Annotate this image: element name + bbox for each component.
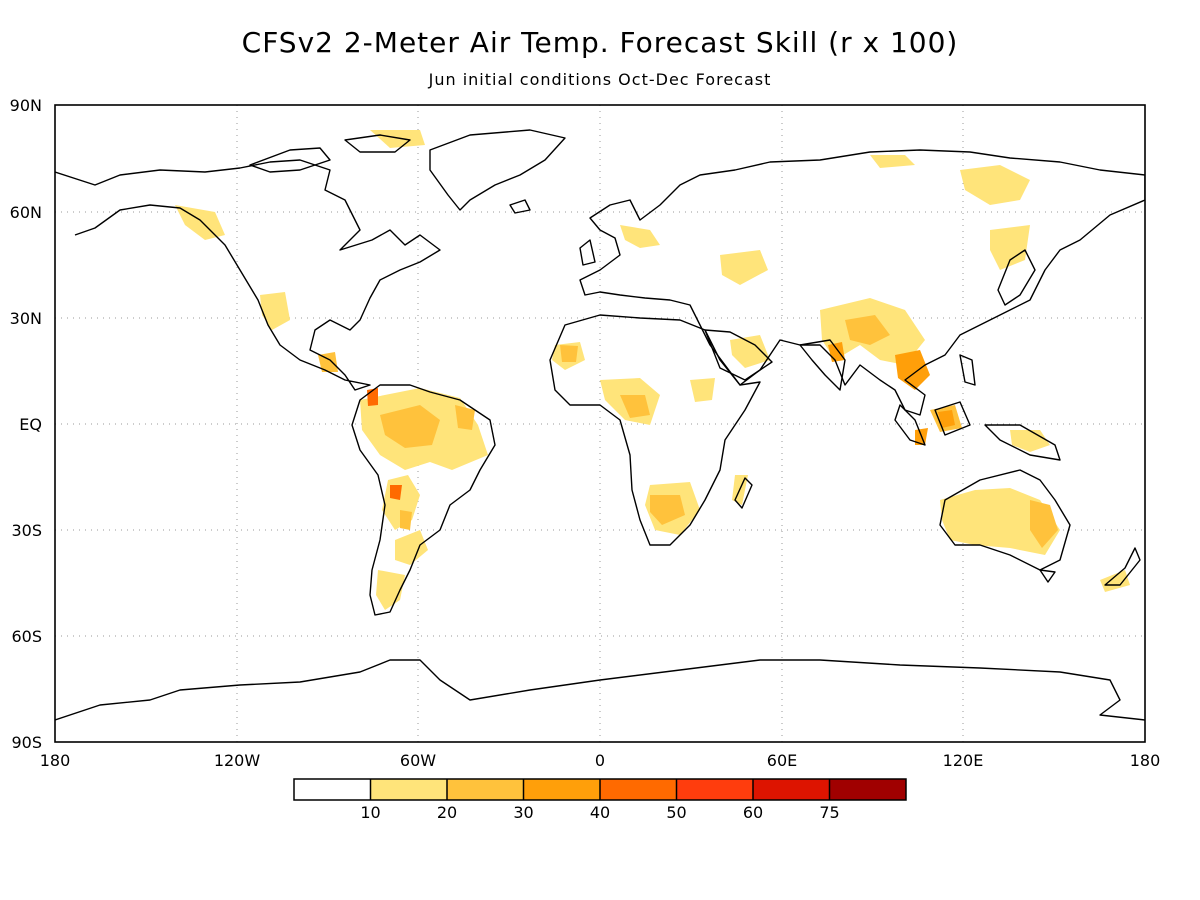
colorbar-swatch-0 bbox=[294, 779, 371, 800]
lat-labels: 90N 60N 30N EQ 30S 60S 90S bbox=[10, 96, 42, 752]
lat-label-30s: 30S bbox=[11, 521, 42, 540]
colorbar-label-75: 75 bbox=[819, 803, 839, 822]
lon-label-0: 0 bbox=[595, 751, 605, 770]
colorbar-label-20: 20 bbox=[437, 803, 457, 822]
lon-label-120w: 120W bbox=[214, 751, 261, 770]
skill-shading bbox=[175, 130, 1130, 610]
lat-label-eq: EQ bbox=[19, 415, 42, 434]
colorbar-label-40: 40 bbox=[590, 803, 610, 822]
map-subtitle: Jun initial conditions Oct-Dec Forecast bbox=[428, 70, 772, 89]
lon-label-180w: 180 bbox=[40, 751, 71, 770]
colorbar-swatch-4 bbox=[600, 779, 677, 800]
gridlines bbox=[55, 105, 1145, 742]
map-frame bbox=[54, 104, 1146, 743]
lat-label-60n: 60N bbox=[10, 203, 42, 222]
colorbar-swatch-6 bbox=[753, 779, 830, 800]
colorbar-swatch-7 bbox=[829, 779, 906, 800]
colorbar-swatch-1 bbox=[370, 779, 447, 800]
lon-labels: 180 120W 60W 0 60E 120E 180 bbox=[40, 751, 1161, 770]
lon-label-60w: 60W bbox=[400, 751, 436, 770]
lat-label-30n: 30N bbox=[10, 309, 42, 328]
colorbar-swatch-3 bbox=[523, 779, 600, 800]
colorbar-label-60: 60 bbox=[743, 803, 763, 822]
colorbar-label-30: 30 bbox=[513, 803, 533, 822]
colorbar-swatch-5 bbox=[676, 779, 753, 800]
colorbar-label-50: 50 bbox=[666, 803, 686, 822]
lon-label-180e: 180 bbox=[1130, 751, 1161, 770]
lon-label-60e: 60E bbox=[767, 751, 797, 770]
coastlines bbox=[55, 129, 1145, 721]
lon-label-120e: 120E bbox=[943, 751, 984, 770]
lat-label-60s: 60S bbox=[11, 627, 42, 646]
lat-label-90n: 90N bbox=[10, 96, 42, 115]
colorbar-label-10: 10 bbox=[360, 803, 380, 822]
lat-label-90s: 90S bbox=[11, 733, 42, 752]
map-title: CFSv2 2-Meter Air Temp. Forecast Skill (… bbox=[241, 26, 959, 59]
colorbar-swatch-2 bbox=[447, 779, 524, 800]
colorbar: 10 20 30 40 50 60 75 bbox=[293, 778, 907, 822]
